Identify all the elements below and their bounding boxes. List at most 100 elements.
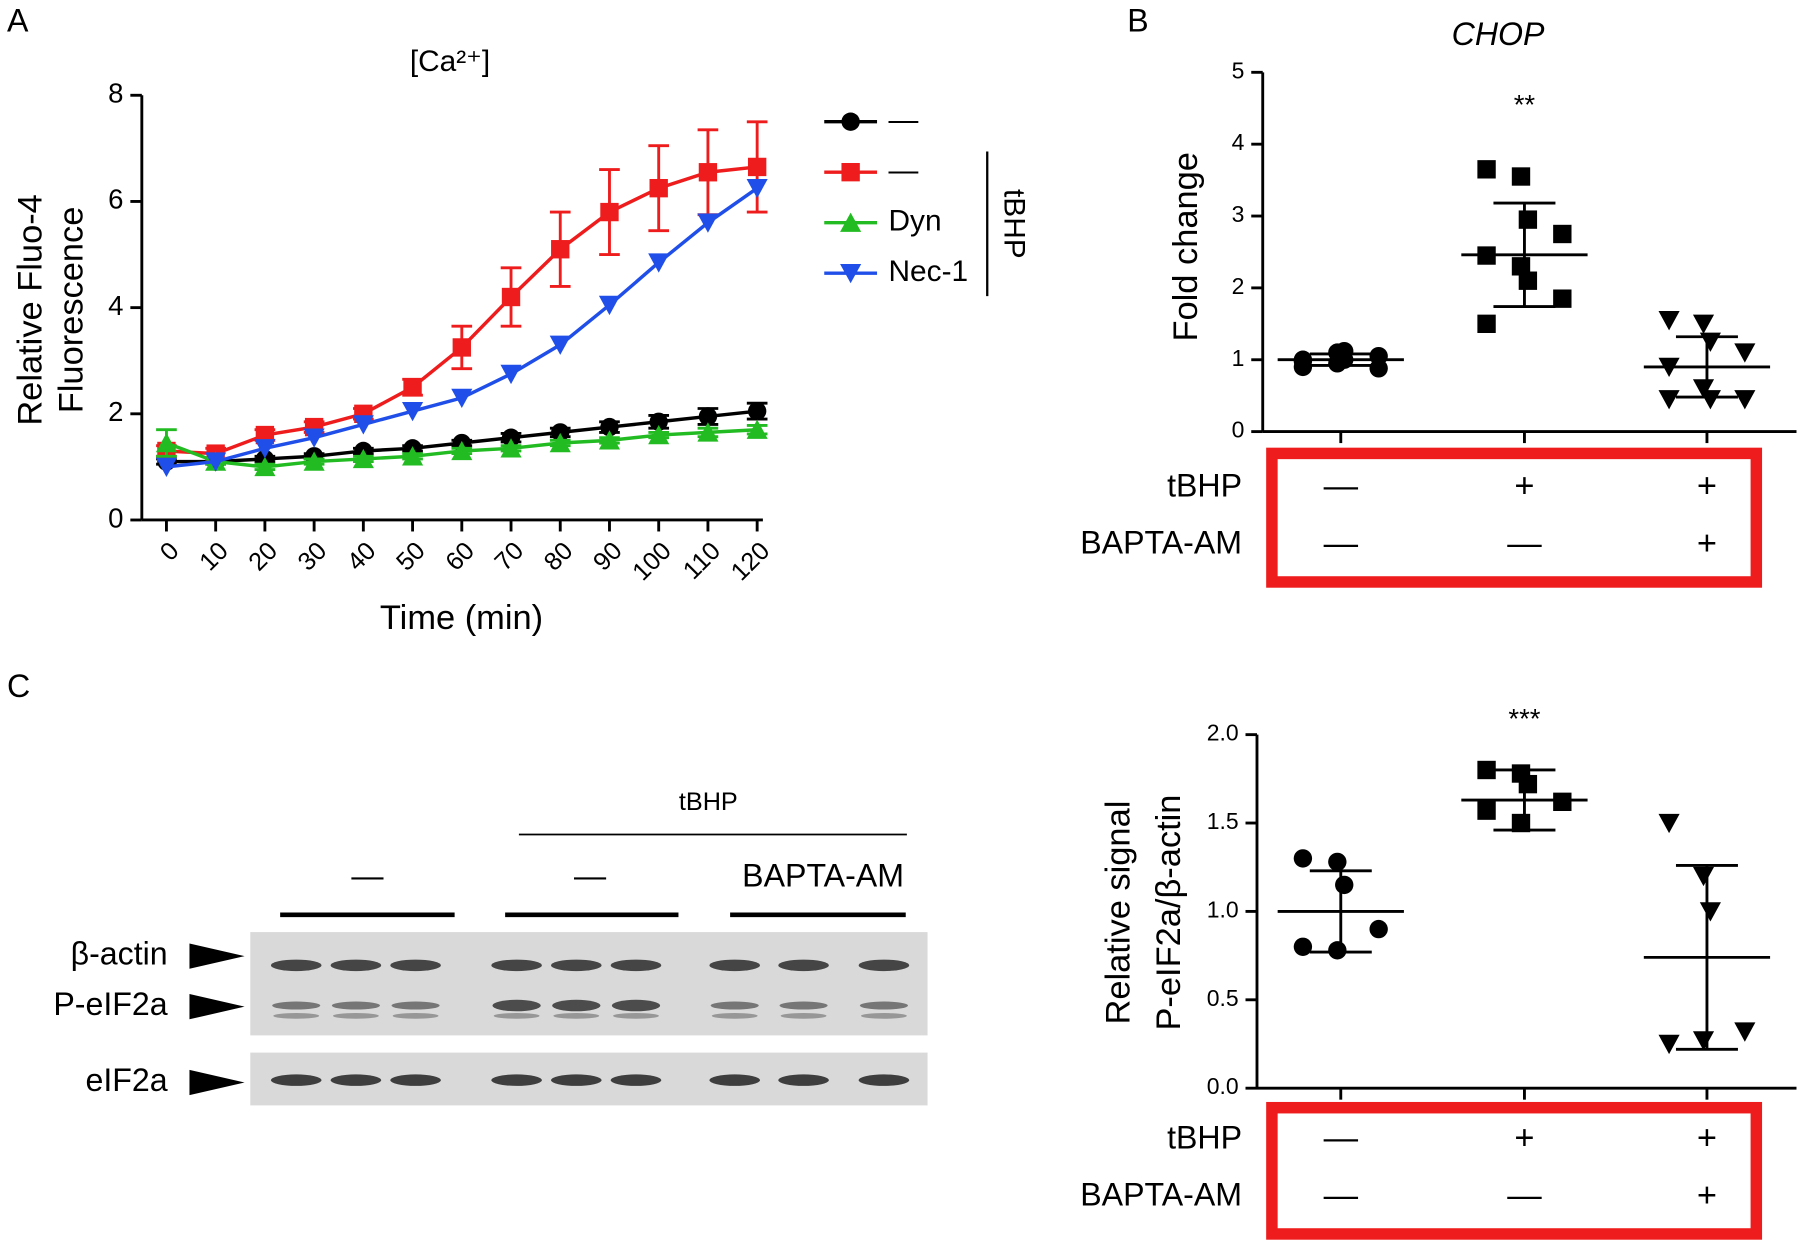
blot-band bbox=[779, 1001, 828, 1010]
y-tick-label: 1.0 bbox=[1207, 896, 1239, 922]
series-line bbox=[166, 165, 758, 456]
blot-band bbox=[778, 959, 829, 972]
x-tick-label: 100 bbox=[627, 537, 677, 587]
y-tick-label: 0 bbox=[108, 502, 123, 533]
marker bbox=[402, 446, 424, 466]
marker bbox=[1369, 359, 1388, 378]
y-tick-label: 5 bbox=[1232, 57, 1245, 83]
x-tick-label: 40 bbox=[342, 537, 382, 577]
y-tick-label: 1.5 bbox=[1207, 808, 1239, 834]
blot-band bbox=[613, 1012, 659, 1019]
marker bbox=[500, 438, 522, 458]
x-tick-label: 20 bbox=[243, 537, 283, 577]
marker bbox=[352, 415, 374, 435]
marker bbox=[698, 163, 718, 182]
condition-label: tBHP bbox=[1167, 467, 1242, 503]
legend-marker bbox=[841, 162, 860, 182]
western-blot: tBHP — — BAPTA-AM β-actin P-eIF2a eIF2a bbox=[53, 788, 928, 1106]
condition-value: + bbox=[1697, 1119, 1717, 1157]
panel-label: A bbox=[7, 2, 29, 38]
blot-band bbox=[551, 1074, 602, 1086]
panel-label: C bbox=[7, 668, 30, 704]
y-tick-label: 8 bbox=[108, 78, 123, 109]
legend-marker bbox=[841, 112, 860, 131]
marker bbox=[1553, 224, 1572, 244]
marker bbox=[1699, 902, 1721, 922]
marker bbox=[648, 253, 670, 273]
marker bbox=[501, 287, 521, 307]
sd-bar bbox=[1493, 768, 1556, 832]
marker bbox=[747, 157, 767, 177]
marker bbox=[1692, 1031, 1715, 1051]
blot-band bbox=[270, 1074, 322, 1086]
blot-band bbox=[392, 1012, 439, 1019]
blot-band bbox=[780, 1012, 827, 1019]
marker bbox=[1369, 919, 1388, 939]
marker bbox=[1734, 1022, 1756, 1042]
y-tick-label: 0.5 bbox=[1207, 985, 1239, 1011]
marker bbox=[451, 388, 473, 408]
condition-value: + bbox=[1697, 524, 1717, 562]
marker bbox=[1511, 167, 1531, 186]
marker bbox=[500, 364, 522, 385]
blot-band bbox=[491, 959, 542, 972]
x-tick-label: 70 bbox=[490, 537, 530, 577]
marker bbox=[697, 422, 719, 442]
marker bbox=[1477, 801, 1496, 820]
marker bbox=[1477, 314, 1496, 333]
condition-value: + bbox=[1514, 467, 1534, 505]
marker bbox=[1518, 210, 1538, 229]
significance: *** bbox=[1508, 703, 1540, 734]
blot-band bbox=[860, 1012, 907, 1019]
marker bbox=[1293, 937, 1313, 956]
blot-band bbox=[610, 1074, 662, 1086]
marker bbox=[697, 213, 719, 233]
marker bbox=[1477, 760, 1496, 780]
blot-band bbox=[552, 999, 601, 1012]
blot-band bbox=[553, 1012, 600, 1019]
blot-band bbox=[858, 959, 910, 972]
blot-band bbox=[273, 1012, 320, 1019]
marker bbox=[551, 423, 570, 442]
chart-title: [Ca²⁺] bbox=[410, 45, 490, 78]
blot-band bbox=[391, 1001, 440, 1010]
marker bbox=[1553, 792, 1572, 811]
marker bbox=[155, 457, 178, 477]
blot-group-label: BAPTA-AM bbox=[742, 858, 904, 894]
y-tick-label: 4 bbox=[108, 290, 123, 321]
marker bbox=[1658, 311, 1680, 331]
x-axis-label: Time (min) bbox=[380, 599, 543, 637]
x-tick-label: 10 bbox=[194, 537, 234, 577]
x-tick-label: 0 bbox=[155, 537, 185, 567]
blot-arrow bbox=[189, 994, 245, 1020]
marker bbox=[698, 407, 718, 426]
marker bbox=[1734, 343, 1756, 363]
blot-bands bbox=[270, 959, 910, 1086]
conditions-box bbox=[1266, 447, 1763, 588]
marker bbox=[1293, 849, 1313, 868]
marker bbox=[1335, 875, 1354, 895]
condition-label: BAPTA-AM bbox=[1080, 1177, 1242, 1213]
marker bbox=[549, 432, 571, 453]
marker bbox=[649, 412, 668, 431]
blot-band bbox=[711, 1012, 758, 1019]
blot-band bbox=[270, 959, 322, 972]
blot-group-label: — bbox=[351, 858, 384, 894]
blot-band bbox=[859, 1001, 909, 1010]
marker bbox=[1699, 390, 1721, 410]
blot-band bbox=[390, 959, 441, 972]
x-tick-label: 90 bbox=[588, 537, 628, 577]
marker bbox=[747, 401, 767, 421]
marker bbox=[1518, 271, 1538, 290]
marker bbox=[746, 419, 768, 439]
condition-value: — bbox=[1324, 1119, 1359, 1157]
marker bbox=[254, 456, 276, 477]
marker bbox=[600, 202, 619, 222]
x-tick-label: 50 bbox=[391, 537, 431, 577]
marker bbox=[501, 428, 521, 447]
marker bbox=[403, 378, 422, 397]
x-tick-label: 80 bbox=[539, 537, 579, 577]
blot-band bbox=[709, 959, 760, 972]
marker bbox=[600, 417, 619, 437]
